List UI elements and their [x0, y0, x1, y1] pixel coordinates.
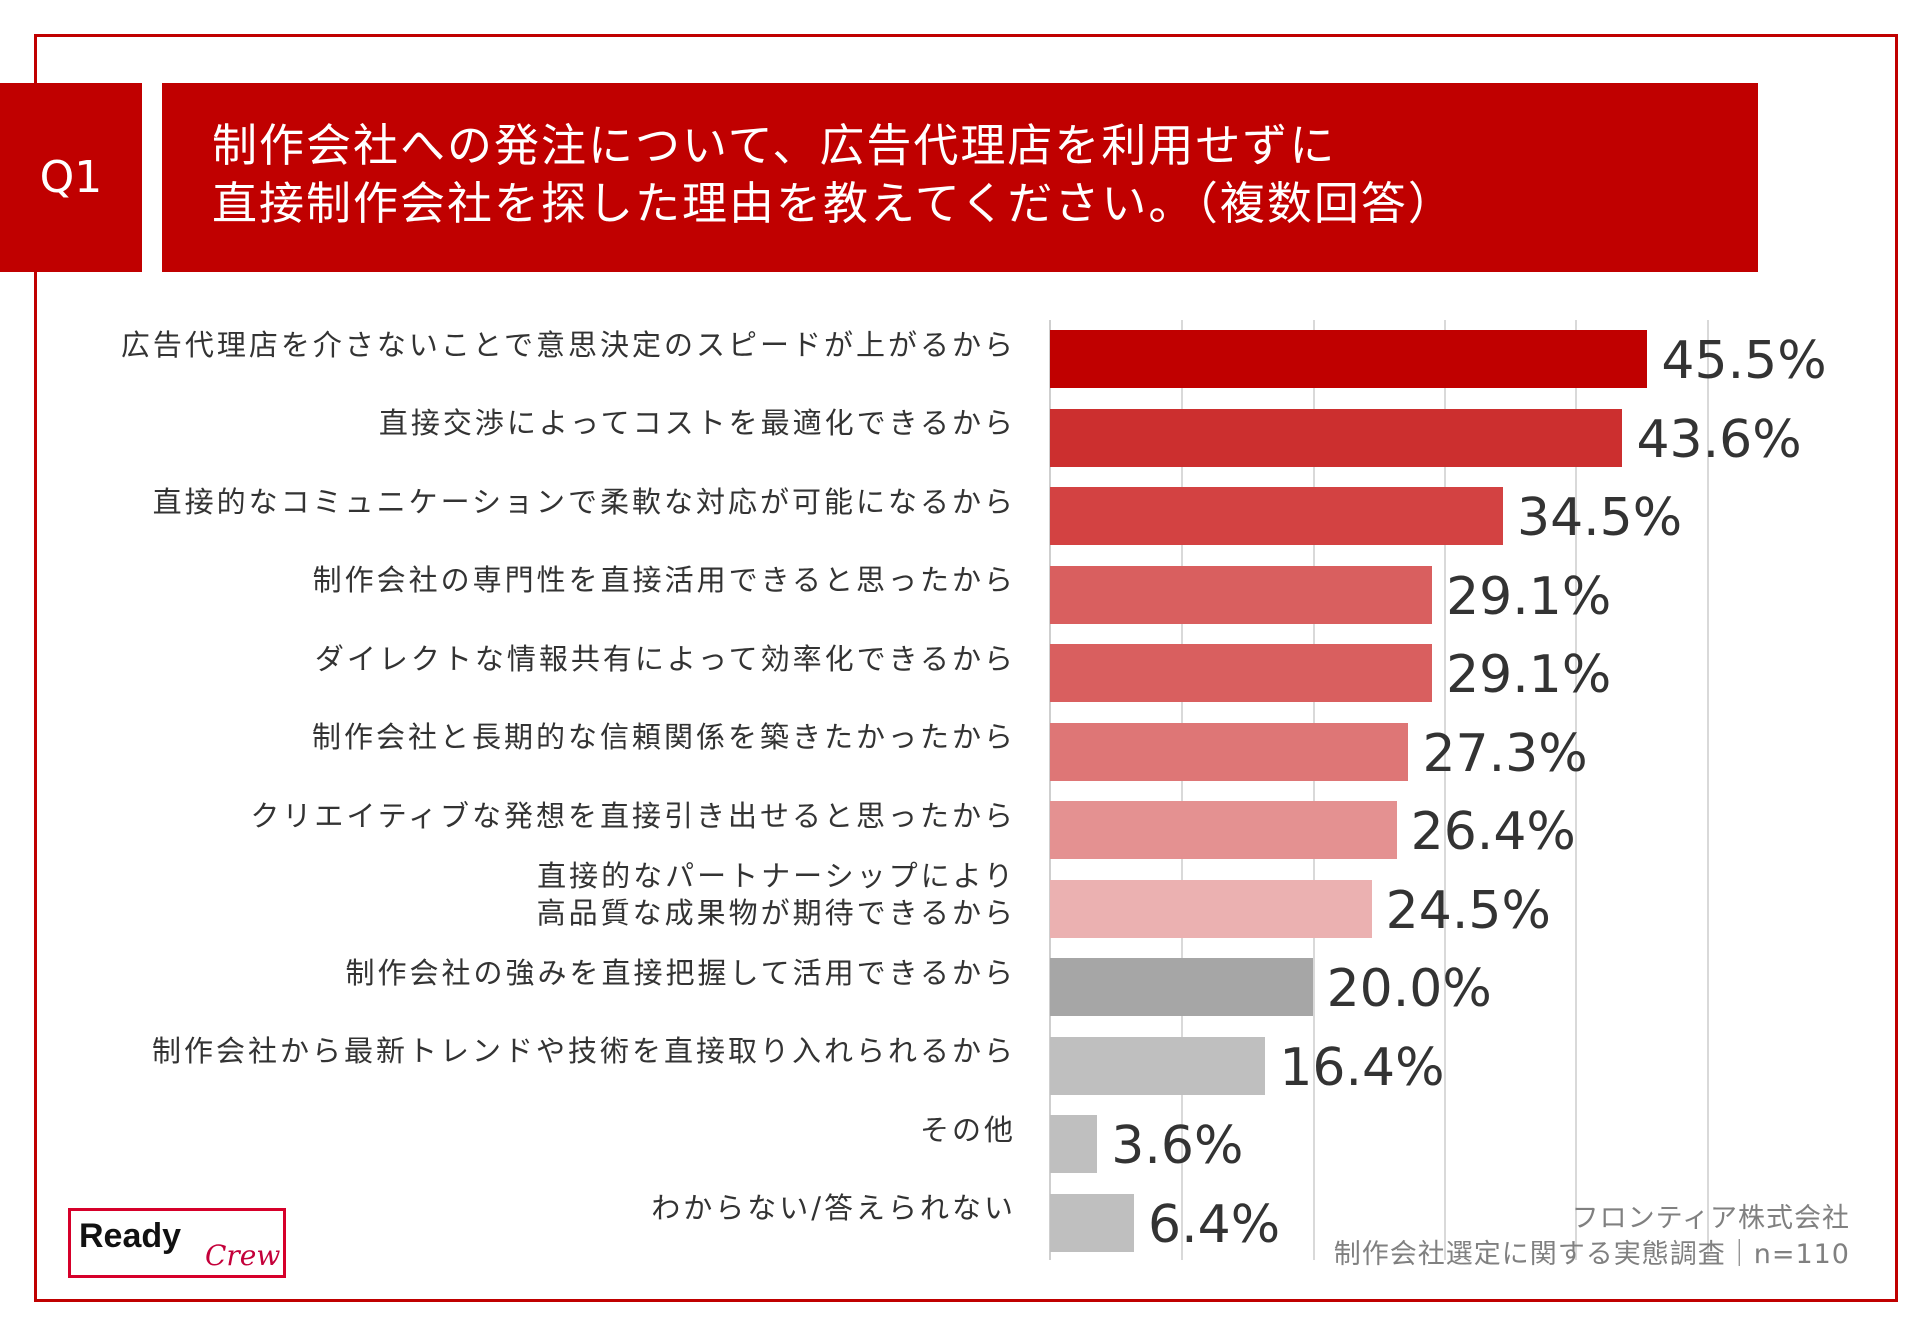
category-label-10: 制作会社から最新トレンドや技術を直接取り入れられるから — [151, 1034, 1016, 1068]
gridline-30 — [1443, 320, 1446, 1260]
y-axis-line — [1049, 320, 1051, 1260]
bar-9 — [1050, 958, 1313, 1016]
category-label-1: 広告代理店を介さないことで意思決定のスピードが上がるから — [120, 327, 1016, 362]
source-survey: 制作会社選定に関する実態調査｜n=110 — [1333, 1239, 1850, 1270]
category-label-7: クリエイティブな発想を直接引き出せると思ったから — [250, 798, 1016, 833]
category-label-8: 直接的なパートナーシップにより 高品質な成果物が期待できるから — [536, 858, 1016, 930]
logo-crew-text: Crew — [205, 1239, 281, 1272]
question-title: 制作会社への発注について、広告代理店を利用せずに 直接制作会社を探した理由を教え… — [162, 83, 1758, 272]
bar-7 — [1050, 801, 1397, 859]
value-label-12: 6.4% — [1148, 1194, 1281, 1255]
bar-1 — [1050, 330, 1648, 388]
category-label-9: 制作会社の強みを直接把握して活用できるから — [345, 955, 1016, 990]
category-label-5: ダイレクトな情報共有によって効率化できるから — [314, 641, 1016, 676]
bar-4 — [1050, 565, 1433, 624]
bar-11 — [1050, 1115, 1098, 1173]
value-label-4: 29.1% — [1446, 566, 1612, 627]
value-label-2: 43.6% — [1636, 409, 1802, 470]
title-line-2: 直接制作会社を探した理由を教えてください。（複数回答） — [212, 177, 1455, 230]
bar-6 — [1050, 722, 1409, 781]
bar-5 — [1050, 644, 1433, 702]
gridline-50 — [1706, 320, 1709, 1260]
value-label-5: 29.1% — [1446, 645, 1612, 705]
value-label-3: 34.5% — [1516, 488, 1683, 548]
gridline-10 — [1181, 320, 1184, 1260]
chart-frame — [34, 34, 1898, 1302]
category-label-3: 直接的なコミュニケーションで柔軟な対応が可能になるから — [152, 484, 1016, 519]
title-line-1: 制作会社への発注について、広告代理店を利用せずに — [212, 119, 1337, 172]
ready-crew-logo: Ready Crew — [68, 1208, 286, 1278]
value-label-8: 24.5% — [1385, 880, 1551, 941]
question-badge: Q1 — [0, 83, 142, 272]
bar-8 — [1050, 879, 1372, 938]
source-company: フロンティア株式会社 — [1571, 1203, 1850, 1234]
bar-3 — [1050, 487, 1503, 545]
value-label-10: 16.4% — [1279, 1037, 1445, 1098]
bar-12 — [1050, 1193, 1135, 1252]
category-label-12: わからない/答えられない — [651, 1191, 1016, 1225]
value-label-6: 27.3% — [1422, 723, 1588, 784]
bar-2 — [1050, 408, 1623, 467]
value-label-7: 26.4% — [1410, 802, 1576, 862]
value-label-11: 3.6% — [1111, 1116, 1244, 1176]
category-label-2: 直接交渉によってコストを最適化できるから — [378, 406, 1016, 440]
category-label-11: その他 — [919, 1112, 1016, 1147]
gridline-40 — [1575, 320, 1578, 1260]
logo-ready-text: Ready — [79, 1217, 182, 1255]
bar-10 — [1050, 1036, 1266, 1095]
value-label-1: 45.5% — [1661, 331, 1827, 391]
category-label-4: 制作会社の専門性を直接活用できると思ったから — [312, 563, 1016, 597]
value-label-9: 20.0% — [1326, 959, 1492, 1019]
category-label-6: 制作会社と長期的な信頼関係を築きたかったから — [311, 720, 1016, 754]
gridline-20 — [1312, 320, 1315, 1260]
